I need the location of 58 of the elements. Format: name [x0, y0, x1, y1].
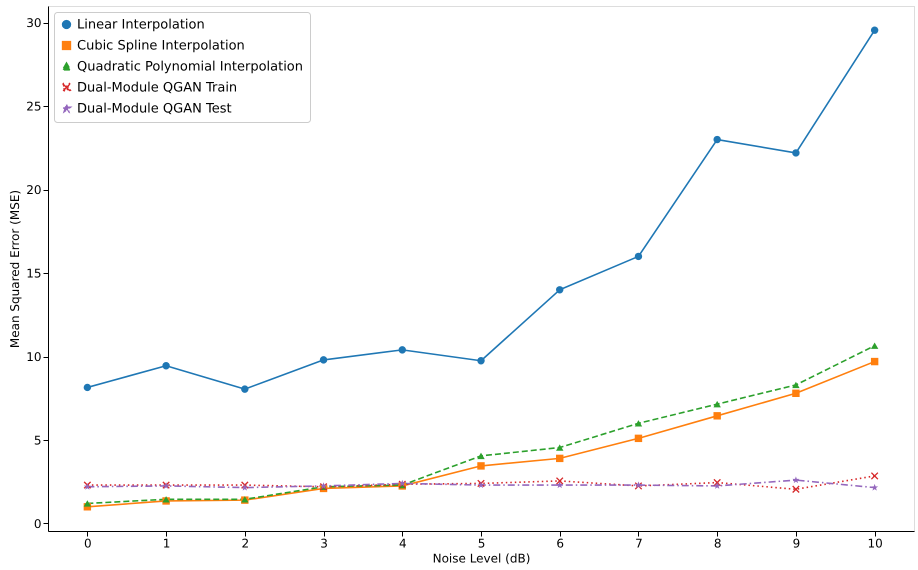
point: [870, 358, 878, 366]
point: [713, 136, 721, 144]
legend-label: Quadratic Polynomial Interpolation: [77, 60, 304, 74]
point: [792, 382, 800, 388]
point: [477, 357, 485, 364]
x-tick-label: 0: [84, 536, 92, 550]
legend-label: Dual-Module QGAN Train: [77, 80, 238, 96]
point: [870, 26, 878, 34]
x-tick-label: 8: [714, 536, 722, 550]
point: [477, 452, 485, 460]
x-tick-label: 9: [792, 536, 800, 550]
legend-label: Linear Interpolation: [77, 18, 205, 32]
point: [162, 362, 170, 370]
y-tick-label: 5: [34, 434, 42, 448]
point: [871, 484, 878, 491]
point: [792, 149, 800, 157]
y-tick-label: 30: [26, 16, 42, 30]
point: [241, 484, 248, 491]
y-tick-label: 15: [26, 266, 42, 281]
point: [320, 356, 328, 364]
y-tick-label: 20: [26, 183, 42, 198]
point: [792, 486, 800, 493]
point: [162, 496, 170, 502]
point: [634, 252, 642, 260]
y-tick-label: 0: [34, 516, 42, 531]
y-axis-title: Mean Squared Error (MSE): [8, 190, 22, 348]
point: [84, 384, 92, 392]
point: [792, 476, 800, 484]
point: [556, 481, 564, 488]
x-tick-label: 2: [242, 536, 250, 550]
point: [556, 444, 564, 451]
legend-label: Dual-Module QGAN Test: [77, 102, 232, 116]
x-tick-label: 6: [556, 536, 564, 550]
point: [634, 420, 642, 427]
point: [556, 477, 564, 485]
x-tick-label: 10: [867, 536, 883, 550]
x-tick-label: 7: [635, 536, 643, 550]
x-tick-label: 3: [320, 536, 328, 550]
point: [713, 412, 721, 420]
legend-label: Cubic Spline Interpolation: [77, 38, 245, 54]
point: [398, 346, 406, 354]
x-tick-label: 5: [478, 536, 486, 550]
point: [241, 385, 249, 393]
point: [556, 454, 564, 462]
x-axis-title: Noise Level (dB): [432, 552, 530, 566]
point: [870, 342, 878, 349]
point: [714, 482, 721, 489]
point: [477, 462, 485, 470]
point: [84, 500, 92, 507]
y-tick-label: 10: [26, 350, 42, 364]
point: [870, 472, 878, 480]
point: [556, 286, 564, 294]
x-tick-label: 4: [398, 536, 407, 550]
point: [792, 390, 800, 397]
y-tick-label: 25: [26, 100, 42, 114]
point: [713, 400, 721, 408]
x-tick-label: 1: [162, 536, 170, 550]
point: [634, 434, 642, 442]
